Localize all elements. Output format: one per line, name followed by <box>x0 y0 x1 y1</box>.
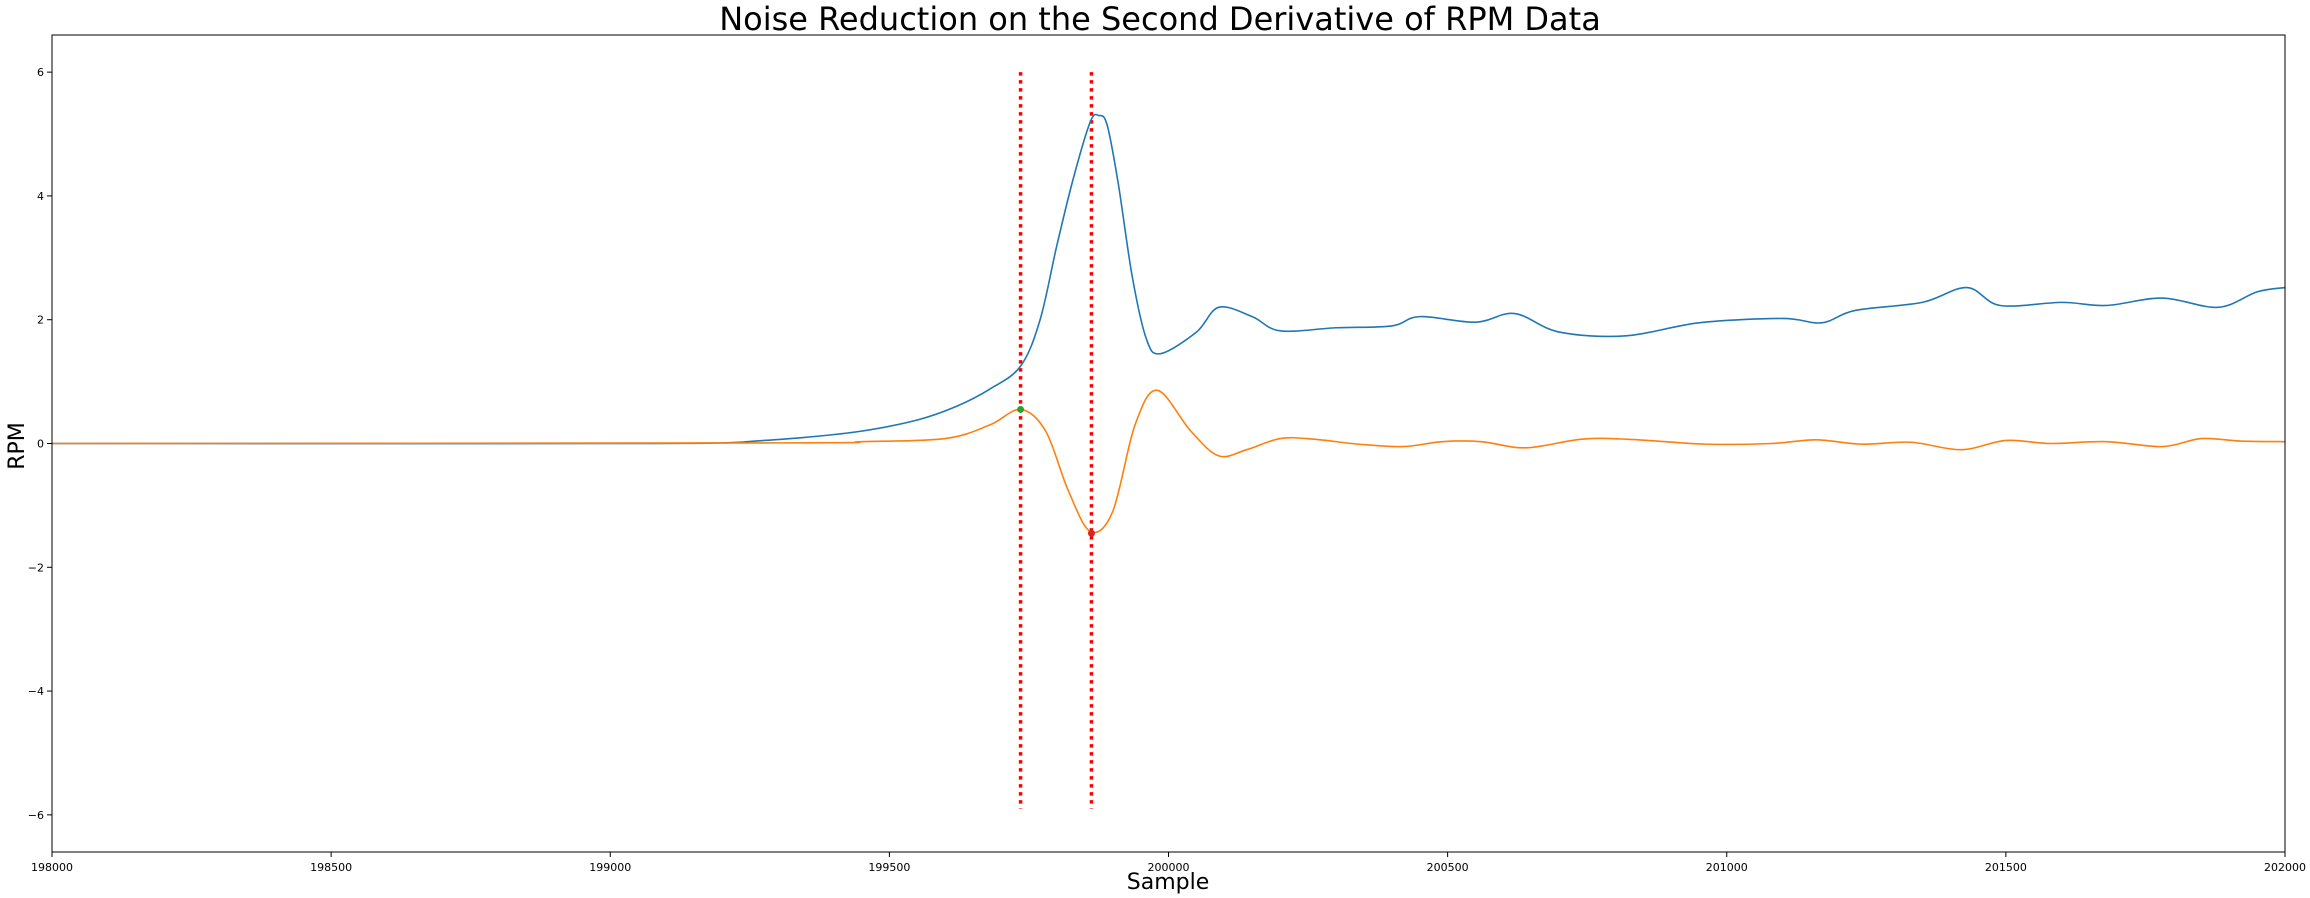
x-tick-label: 198500 <box>310 861 352 874</box>
chart-marks <box>51 72 2286 809</box>
x-tick-label: 202000 <box>2264 861 2306 874</box>
peak-point-green <box>1017 405 1025 413</box>
y-tick-label: −6 <box>28 809 44 822</box>
x-tick-label: 200500 <box>1427 861 1469 874</box>
y-tick-label: 0 <box>37 438 44 451</box>
x-tick-label: 199500 <box>868 861 910 874</box>
x-axis: 198000 198500 199000 199500 200000 200500 2010… <box>31 852 2306 874</box>
series-line-blue <box>51 113 2286 445</box>
x-axis-title: Sample <box>1127 870 1210 895</box>
x-tick-label: 201500 <box>1985 861 2027 874</box>
series-line-orange <box>51 389 2286 534</box>
y-tick-label: 2 <box>37 314 44 327</box>
x-tick-label: 199000 <box>589 861 631 874</box>
y-axis: −6 −4 −2 0 2 4 6 <box>28 66 52 822</box>
chart-title: Noise Reduction on the Second Derivative… <box>719 0 1601 38</box>
y-tick-label: 4 <box>37 190 44 203</box>
x-tick-label: 198000 <box>31 861 73 874</box>
y-tick-label: −2 <box>28 561 44 574</box>
x-tick-label: 200000 <box>1148 861 1190 874</box>
y-tick-label: −4 <box>28 685 44 698</box>
y-tick-label: 6 <box>37 66 44 79</box>
x-tick-label: 201000 <box>1706 861 1748 874</box>
trough-point-red <box>1087 529 1095 537</box>
y-axis-title: RPM <box>5 422 30 470</box>
